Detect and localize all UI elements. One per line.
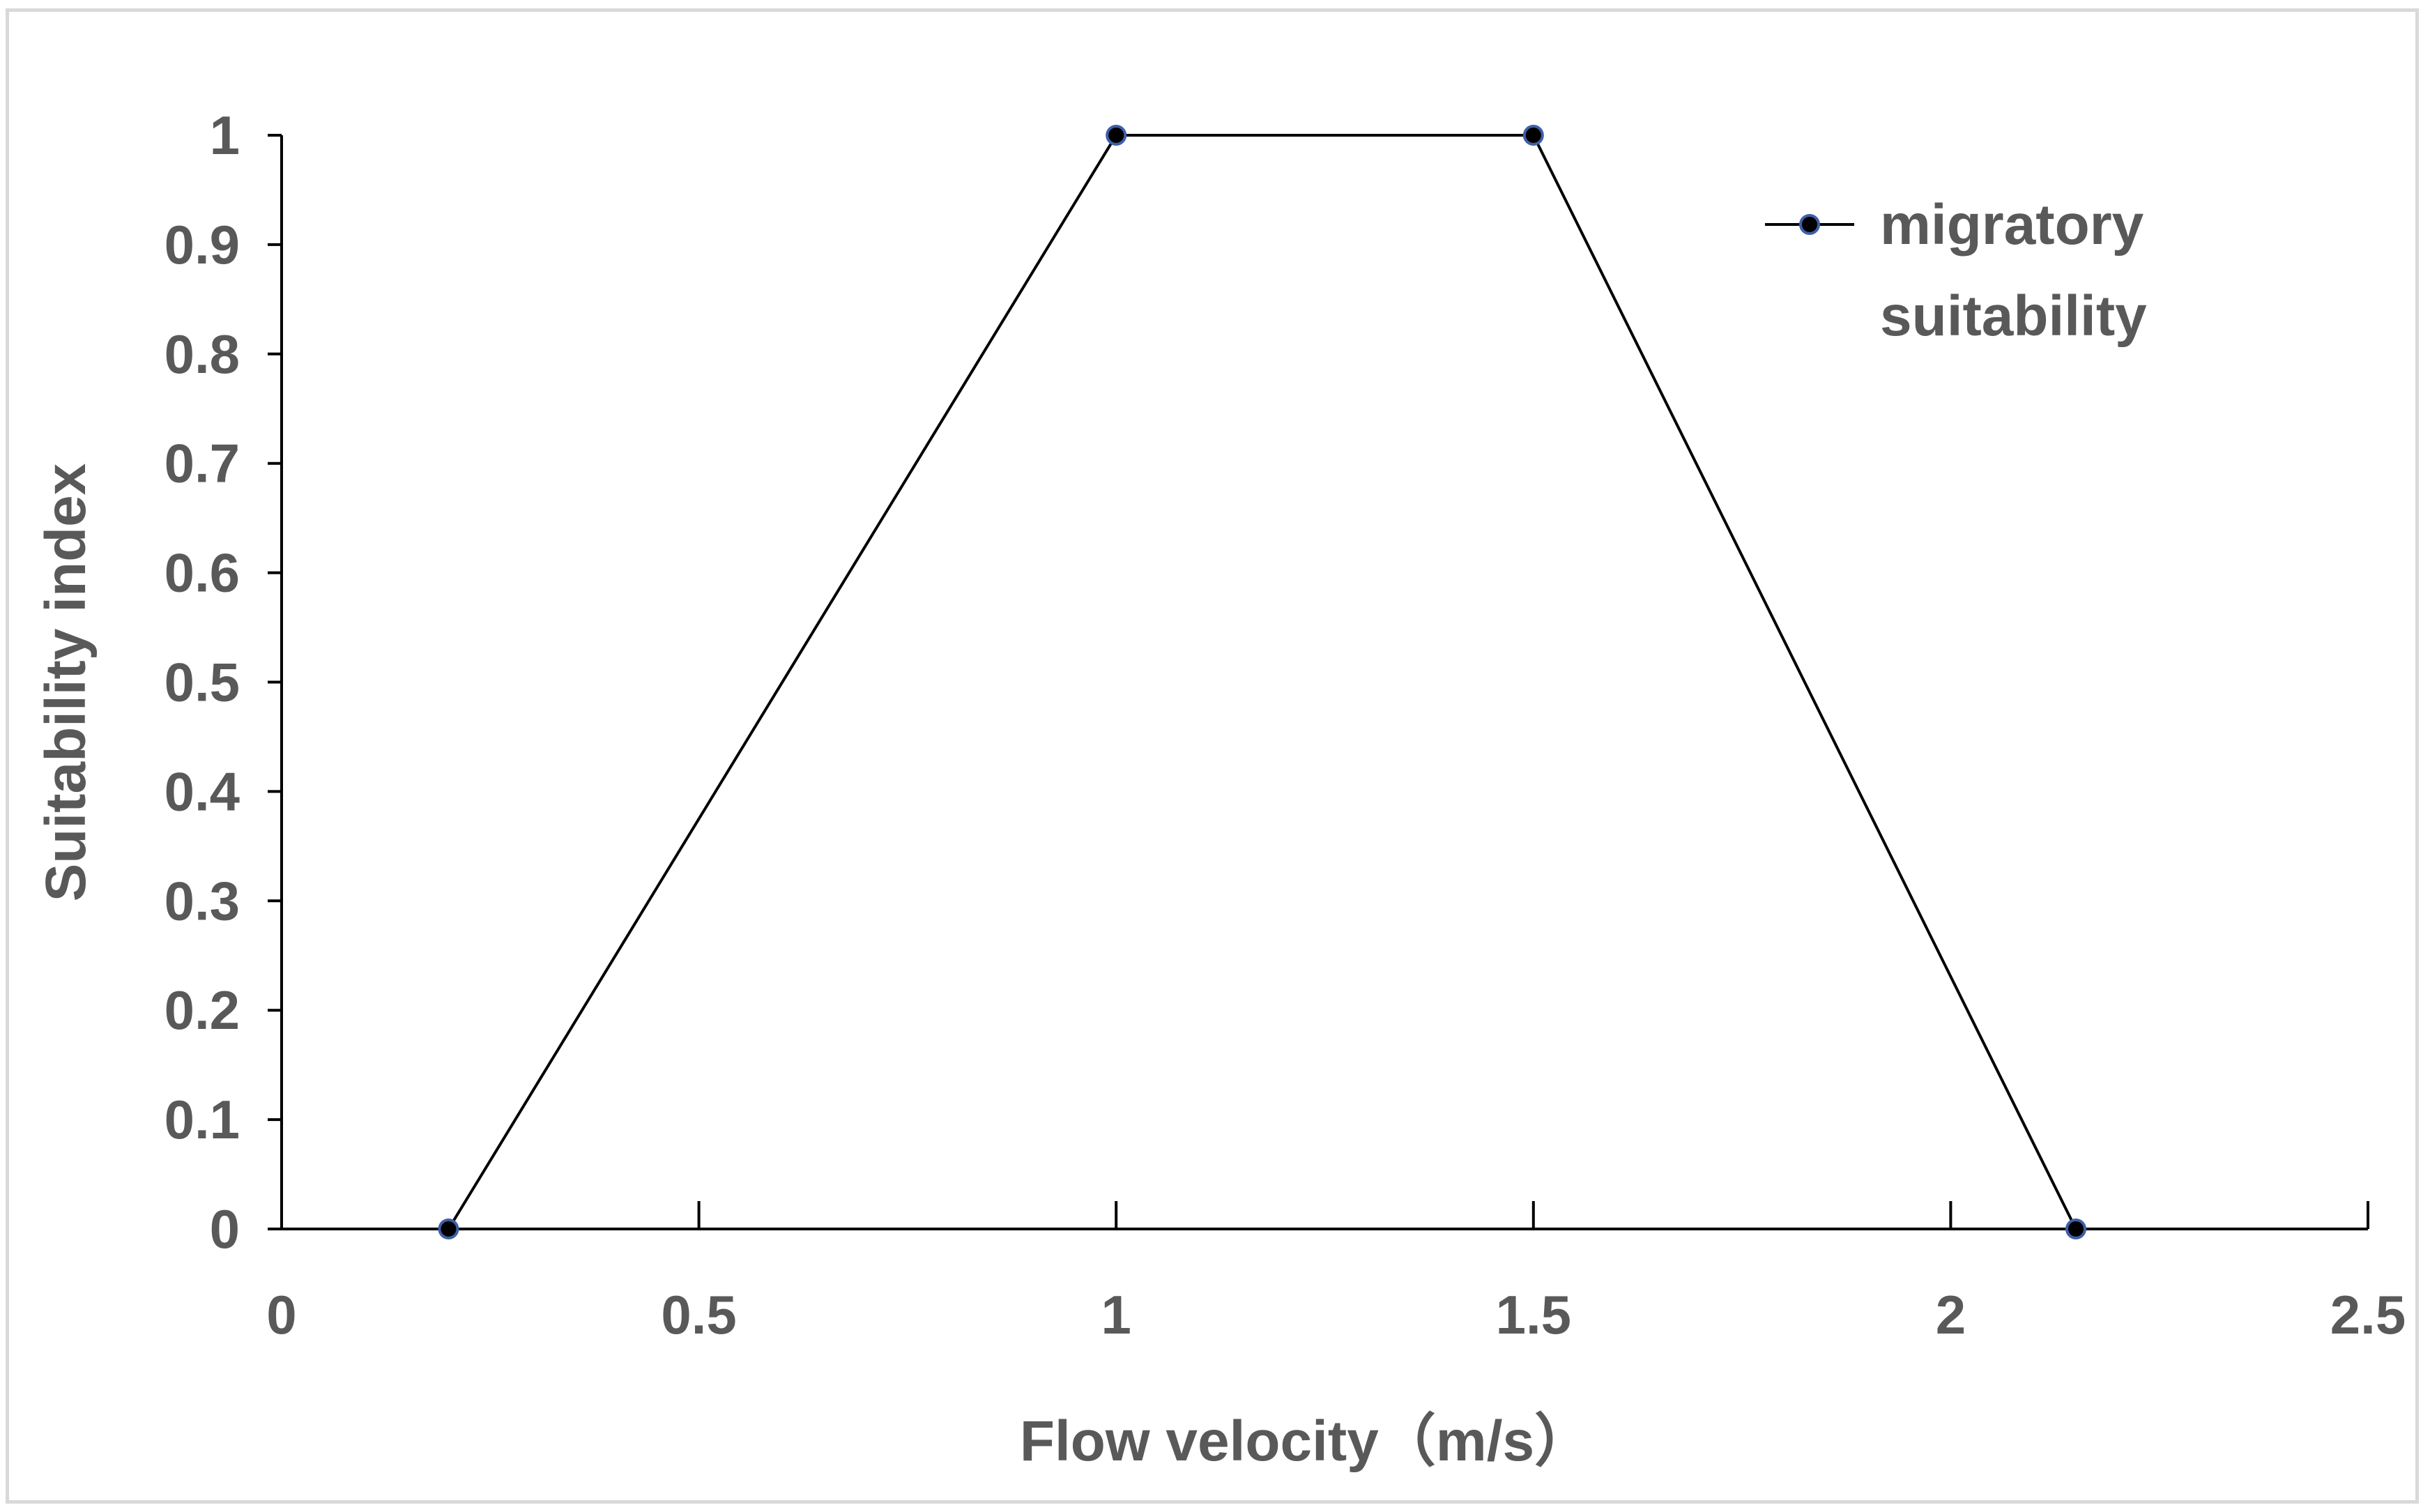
y-tick-label: 0.4 xyxy=(165,761,240,822)
data-point xyxy=(438,1219,459,1239)
legend: migratory suitability xyxy=(1765,193,2147,348)
data-point xyxy=(2065,1219,2086,1239)
x-tick-label: 1 xyxy=(1101,1284,1131,1345)
x-tick-label: 2 xyxy=(1936,1284,1966,1345)
y-tick-label: 0.7 xyxy=(165,433,240,494)
legend-label: migratory xyxy=(1880,193,2144,257)
y-tick-label: 0.5 xyxy=(165,652,240,713)
x-tick-label: 0 xyxy=(266,1284,296,1345)
y-tick-label: 0 xyxy=(210,1198,240,1260)
y-tick-label: 0.9 xyxy=(165,214,240,275)
x-tick-label: 2.5 xyxy=(2330,1284,2406,1345)
x-tick-label: 0.5 xyxy=(661,1284,736,1345)
axes: 0 0.1 0.2 0.3 0.4 0.5 0.6 0.7 0.8 0.9 1 0 0.5 1 1.5 2 2.… xyxy=(165,105,2406,1345)
y-tick-label: 0.3 xyxy=(165,870,240,931)
series-layer xyxy=(438,125,2086,1239)
y-tick-label: 1 xyxy=(210,105,240,166)
chart-frame xyxy=(6,8,2419,1504)
y-tick-label: 0.2 xyxy=(165,979,240,1041)
y-axis-title: Suitability index xyxy=(34,464,98,902)
data-point xyxy=(1106,125,1127,146)
x-axis-title: Flow velocity（m/s） xyxy=(1020,1410,1591,1473)
legend-marker-swatch xyxy=(1799,214,1820,235)
series-line xyxy=(447,134,2077,1230)
data-point xyxy=(1522,125,1544,146)
y-tick-label: 0.1 xyxy=(165,1089,240,1150)
y-tick-label: 0.6 xyxy=(165,542,240,604)
legend-label: suitability xyxy=(1880,284,2147,348)
x-tick-label: 1.5 xyxy=(1496,1284,1571,1345)
y-tick-label: 0.8 xyxy=(165,323,240,385)
